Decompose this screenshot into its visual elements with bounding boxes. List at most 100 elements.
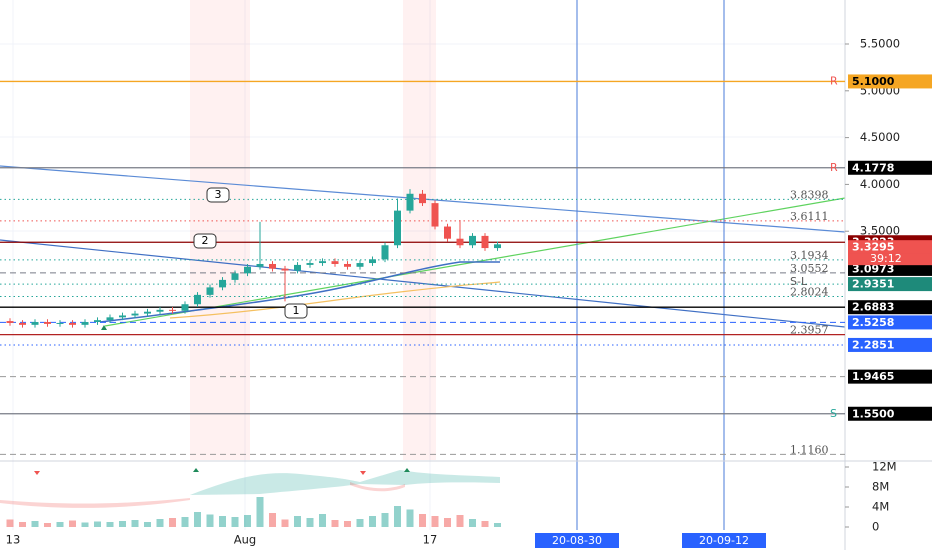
- volume-bar: [381, 513, 389, 527]
- y-tick-label: 4.0000: [860, 177, 900, 191]
- level-label: 2.8024: [790, 286, 829, 299]
- level-label: 3.8398: [790, 188, 829, 201]
- volume-bar: [81, 522, 89, 527]
- price-label-box: [848, 277, 932, 292]
- volume-bar: [369, 516, 376, 527]
- signal-markers: [34, 325, 410, 475]
- callout-box: [193, 233, 217, 249]
- level-label: 3.6111: [790, 210, 829, 223]
- candle-body: [394, 210, 401, 246]
- candle-body: [156, 309, 164, 312]
- countdown-box: [848, 253, 932, 266]
- level-label: 3.1934: [790, 249, 829, 262]
- candle-body: [31, 322, 39, 325]
- volume-bar: [6, 519, 14, 527]
- level-label: 2.3957: [790, 324, 829, 337]
- level-marker: R: [830, 74, 838, 87]
- volume-bar: [244, 515, 251, 527]
- volume-tick-label: 8M: [872, 480, 889, 494]
- candle-body: [181, 304, 189, 311]
- indicator-cloud: [0, 482, 405, 508]
- volume-bar: [144, 522, 151, 527]
- volume-bar: [156, 519, 164, 527]
- candle-body: [331, 261, 339, 264]
- volume-bar: [281, 519, 289, 527]
- volume-bar: [344, 521, 351, 527]
- candle-body: [69, 322, 76, 325]
- candle-body: [281, 268, 289, 271]
- callout-label: 3: [215, 188, 222, 201]
- date-box: [682, 533, 766, 548]
- callout-box: [206, 187, 230, 203]
- level-label: 1.1160: [790, 443, 829, 456]
- volume-bar: [131, 520, 139, 527]
- y-tick-label: 5.5000: [860, 36, 900, 50]
- volume-bar: [19, 522, 26, 527]
- volume-tick-label: 4M: [872, 500, 889, 514]
- countdown: 39:12: [870, 252, 902, 265]
- candle-body: [344, 263, 351, 267]
- price-label: 2.9351: [852, 278, 894, 291]
- volume-bar: [456, 515, 464, 527]
- price-label: 1.5500: [852, 407, 895, 420]
- y-tick-label: 3.5000: [860, 224, 900, 238]
- volume-tick-label: 12M: [872, 460, 897, 474]
- candle-body: [19, 322, 26, 325]
- candle-body: [219, 279, 226, 288]
- y-tick-label: 4.5000: [860, 130, 900, 144]
- candle-body: [256, 263, 264, 267]
- price-label-box: [848, 406, 932, 421]
- volume-bar: [269, 513, 276, 527]
- price-label: 2.5258: [852, 316, 894, 329]
- x-tick-label: Aug: [234, 533, 256, 547]
- price-label: 3.0973: [852, 262, 894, 275]
- volume-bar: [206, 514, 214, 527]
- date-box: [535, 533, 619, 548]
- volume-bar: [44, 523, 51, 527]
- volume-bar: [481, 521, 489, 527]
- price-label-box: [848, 160, 932, 175]
- price-label-box: [848, 240, 932, 255]
- volume-bar: [256, 497, 264, 527]
- candle-body: [294, 264, 301, 271]
- candle-body: [194, 294, 201, 305]
- candle-body: [406, 193, 414, 211]
- level-marker: S: [830, 407, 837, 420]
- volume-bar: [94, 521, 101, 527]
- volume-bar: [319, 514, 326, 527]
- candle-body: [431, 203, 439, 227]
- price-label: 4.1778: [852, 161, 894, 174]
- volume-bar: [394, 506, 401, 527]
- price-label-box: [848, 261, 932, 276]
- candle-body: [169, 309, 176, 311]
- volume-bar: [419, 514, 426, 527]
- price-label-box: [848, 74, 932, 89]
- level-label: 3.0552: [790, 262, 829, 275]
- volume-bar: [181, 517, 189, 527]
- candle-body: [269, 263, 276, 269]
- volume-bar: [469, 519, 476, 527]
- candle-body: [206, 287, 214, 295]
- volume-bar: [494, 523, 501, 527]
- candle-body: [119, 315, 126, 318]
- callout-label: 1: [293, 304, 300, 317]
- candle-body: [319, 261, 326, 264]
- candle-body: [494, 244, 501, 249]
- volume-bar: [444, 518, 451, 527]
- candle-body: [131, 313, 139, 316]
- candle-body: [231, 273, 239, 280]
- callout-label: 2: [202, 234, 209, 247]
- candle-body: [469, 235, 476, 246]
- level-marker: R: [830, 161, 838, 174]
- volume-bar: [356, 519, 364, 527]
- highlight-band: [190, 0, 250, 460]
- price-label: 2.2851: [852, 338, 894, 351]
- price-label: 5.1000: [852, 75, 895, 88]
- candle-body: [381, 245, 389, 260]
- price-label-box: [848, 315, 932, 330]
- candle-body: [356, 263, 364, 267]
- candle-body: [369, 259, 376, 264]
- price-label-box: [848, 300, 932, 315]
- volume-bar: [294, 516, 301, 527]
